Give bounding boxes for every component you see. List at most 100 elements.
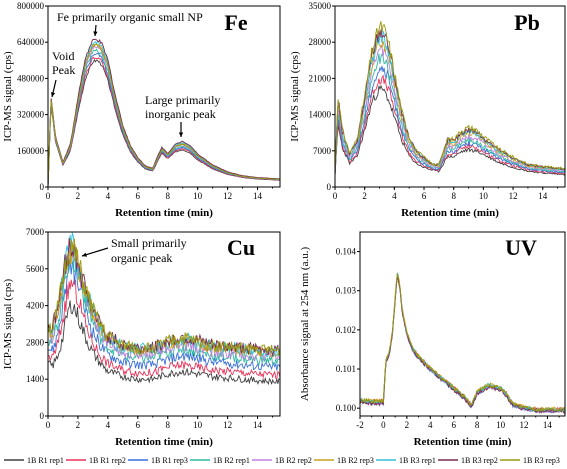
y-tick-label: 480000 [17,73,45,83]
x-tick-label: 0 [46,420,51,430]
y-tick-label: 0 [327,182,332,192]
y-tick-label: 800000 [17,1,45,11]
legend-label: 1B R1 rep1 [27,456,64,465]
x-tick-label: 6 [136,420,141,430]
y-tick-label: 0.103 [336,286,357,296]
x-tick-label: 14 [543,420,553,430]
x-tick-label: 4 [106,420,111,430]
y-tick-label: 0.104 [336,247,357,257]
series-line-1b-r3-rep3 [335,21,565,174]
x-tick-label: 14 [253,420,263,430]
annotation-void-1: Void [52,49,74,63]
series-line-1b-r2-rep2 [335,44,565,175]
y-axis-label: ICP-MS signal (cps) [2,278,14,369]
x-tick-label: 10 [479,191,489,201]
x-tick-label: 6 [136,191,141,201]
x-tick-label: 4 [392,191,397,201]
series-line-1b-r1-rep1 [48,300,280,386]
series-line-1b-r1-rep3 [48,259,280,371]
legend-label: 1B R2 rep2 [275,456,312,465]
y-axis-label: ICP-MS signal (cps) [2,51,14,142]
panel-tag: Cu [227,235,255,260]
legend-label: 1B R3 rep2 [461,456,498,465]
arrow-void-head [50,92,56,97]
annotation-small-np: Fe primarily organic small NP [57,10,203,24]
x-tick-label: 12 [520,420,529,430]
series-group [335,21,565,177]
x-tick-label: 14 [253,191,263,201]
x-tick-label: 2 [362,191,367,201]
x-tick-label: 4 [428,420,433,430]
x-tick-label: 10 [193,191,203,201]
series-line-1b-r1-rep3 [335,65,565,176]
y-tick-label: 7000 [26,227,45,237]
series-line-1b-r2-rep3 [335,39,565,175]
annotation-large-1: Large primarily [145,93,220,107]
y-tick-label: 4200 [26,301,45,311]
x-axis-label: Retention time (min) [115,436,213,448]
x-tick-label: 0 [46,191,51,201]
y-tick-label: 1400 [26,374,45,384]
x-tick-label: -2 [356,420,364,430]
plot-frame [47,231,281,417]
plot-frame [47,5,281,188]
panel-pb: 0 2 4 6 8 10 12 14 0 7000 14000 21000 28000 35000 Rete… [289,1,566,219]
series-line-1b-r1-rep2 [335,74,565,176]
y-tick-label: 35000 [309,1,332,11]
legend: 1B R1 rep1 1B R1 rep2 1B R1 rep3 1B R2 rep1… [4,456,560,465]
x-tick-label: 2 [76,420,81,430]
legend-label: 1B R1 rep2 [89,456,126,465]
legend-label: 1B R1 rep3 [151,456,188,465]
y-tick-label: 28000 [309,37,332,47]
series-line-1b-r1-rep1 [335,84,565,177]
x-tick-label: 2 [76,191,81,201]
annotation-large-2: inorganic peak [145,107,216,121]
x-axis-label: Retention time (min) [401,207,499,219]
x-tick-label: 10 [193,420,203,430]
plot-frame [334,5,566,188]
legend-label: 1B R3 rep1 [399,456,436,465]
x-tick-label: 6 [451,420,456,430]
panel-tag: UV [505,235,537,260]
series-line-1b-r3-rep3 [360,273,565,413]
x-tick-label: 12 [223,191,232,201]
y-tick-label: 0 [40,411,45,421]
x-tick-label: 0 [333,191,338,201]
x-tick-label: 0 [381,420,386,430]
annotation-void-2: Peak [52,63,75,77]
series-line-1b-r3-rep2 [48,38,280,187]
series-line-1b-r1-rep2 [48,279,280,379]
x-tick-label: 12 [509,191,518,201]
series-line-1b-r3-rep3 [48,238,280,357]
annotation-cu-2: organic peak [111,251,172,265]
arrow-cu-head [82,252,87,257]
y-tick-label: 320000 [17,110,45,120]
y-axis-label: Absorbance signal at 254 nm (a.u.) [299,247,311,402]
y-tick-label: 2800 [26,337,45,347]
plot-frame [359,231,566,417]
panel-cu: 0 2 4 6 8 10 12 14 0 1400 2800 4200 5600 7000 Retentio… [2,227,281,448]
arrow-cu [81,247,109,257]
y-tick-label: 5600 [26,264,45,274]
series-group [360,272,565,415]
panel-tag: Fe [224,10,247,35]
y-tick-label: 7000 [313,146,332,156]
annotation-cu-1: Small primarily [111,236,187,250]
panel-tag: Pb [514,10,540,35]
y-tick-label: 640000 [17,37,45,47]
y-tick-label: 14000 [309,110,332,120]
series-line-1b-r3-rep3 [48,44,280,187]
y-tick-label: 0.100 [336,403,357,413]
x-tick-label: 8 [165,191,170,201]
arrow-large-head [178,132,184,137]
x-tick-label: 10 [496,420,506,430]
y-tick-label: 0.102 [336,325,356,335]
legend-label: 1B R2 rep3 [337,456,374,465]
x-tick-label: 4 [106,191,111,201]
y-tick-label: 0 [40,182,45,192]
x-axis-label: Retention time (min) [414,436,512,448]
legend-label: 1B R3 rep3 [523,456,560,465]
x-tick-label: 14 [538,191,548,201]
